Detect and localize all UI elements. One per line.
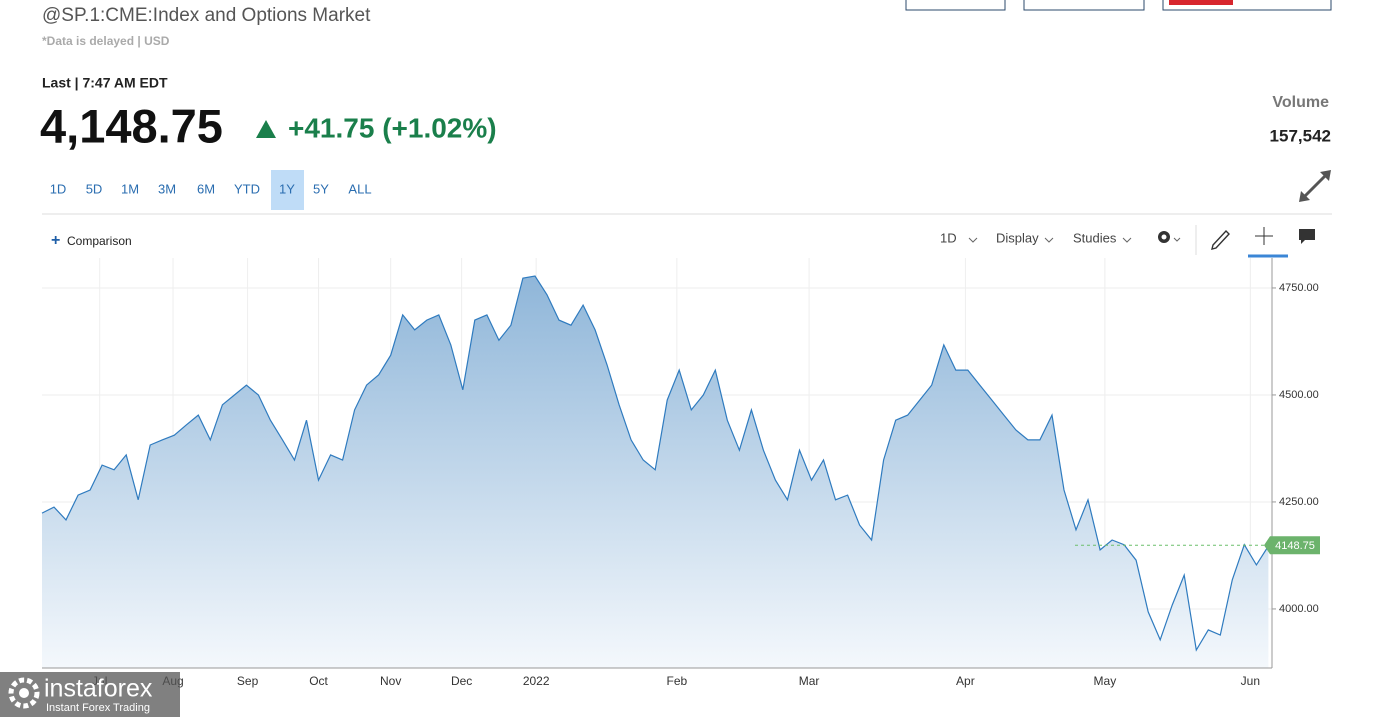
watermark-tagline: Instant Forex Trading xyxy=(46,702,150,714)
y-tick-label: 4750.00 xyxy=(1279,282,1319,294)
comparison-plus[interactable]: + xyxy=(51,232,60,249)
button-accent xyxy=(1169,0,1233,5)
area xyxy=(42,276,1269,668)
x-tick-label: Oct xyxy=(309,674,328,688)
comparison[interactable]: Comparison xyxy=(67,234,132,248)
watermark-brand: instaforex xyxy=(44,675,153,703)
settings-icon[interactable] xyxy=(1158,231,1181,243)
chevron xyxy=(1122,237,1132,243)
volume-label: Volume xyxy=(1272,94,1329,111)
x-tick-label: Sep xyxy=(237,674,259,688)
chevron xyxy=(968,237,978,243)
range-button[interactable]: 1D xyxy=(50,181,67,196)
interval[interactable]: 1D xyxy=(940,230,957,245)
range-button[interactable]: 5Y xyxy=(313,181,329,196)
x-tick-label: Dec xyxy=(451,674,472,688)
x-tick-label: Apr xyxy=(956,674,975,688)
crosshair-icon[interactable] xyxy=(1255,227,1273,245)
title: @SP.1:CME:Index and Options Market xyxy=(42,5,371,26)
range-highlight xyxy=(271,170,304,210)
watermark: instaforex Instant Forex Trading xyxy=(0,672,180,717)
price: 4,148.75 xyxy=(40,99,223,152)
x-tick-label: 2022 xyxy=(523,674,550,688)
x-tick-label: Mar xyxy=(799,674,820,688)
range-button[interactable]: 1M xyxy=(121,181,139,196)
range-selector: 1D 5D 1M 3M 6M YTD 1Y 5Y ALL xyxy=(50,170,372,210)
delay-note: *Data is delayed | USD xyxy=(42,34,170,48)
range-button[interactable]: 6M xyxy=(197,181,215,196)
y-tick-label: 4500.00 xyxy=(1279,389,1319,401)
x-tick-label: May xyxy=(1094,674,1117,688)
range-button[interactable]: YTD xyxy=(234,181,260,196)
x-tick-label: Feb xyxy=(666,674,687,688)
price-line xyxy=(41,275,1269,652)
y-tick-label: 4250.00 xyxy=(1279,496,1319,508)
draw-icon[interactable] xyxy=(1211,229,1230,250)
expand-icon[interactable] xyxy=(1299,170,1331,202)
up-arrow xyxy=(256,120,276,138)
chevron xyxy=(1044,237,1054,243)
y-tick-label: 4000.00 xyxy=(1279,603,1319,615)
x-tick-label: Nov xyxy=(380,674,401,688)
range-button[interactable]: 5D xyxy=(86,181,103,196)
top-button[interactable] xyxy=(905,0,1006,11)
range-button[interactable]: ALL xyxy=(348,181,371,196)
range-button[interactable]: 3M xyxy=(158,181,176,196)
volume: 157,542 xyxy=(1270,126,1331,145)
chart: JulAugSepOctNovDec2022FebMarAprMayJun400… xyxy=(41,258,1320,688)
change: +41.75 (+1.02%) xyxy=(288,112,497,143)
top-button[interactable] xyxy=(1023,0,1145,11)
last-price-tag xyxy=(1264,536,1320,555)
range-button[interactable]: 1Y xyxy=(279,181,295,196)
display[interactable]: Display xyxy=(996,230,1039,245)
comment-icon[interactable] xyxy=(1299,229,1315,244)
last-label: Last | 7:47 AM EDT xyxy=(42,75,168,91)
x-tick-label: Jun xyxy=(1241,674,1260,688)
top-button[interactable] xyxy=(1162,0,1332,11)
last-price-label: 4148.75 xyxy=(1275,540,1315,552)
studies[interactable]: Studies xyxy=(1073,230,1117,245)
